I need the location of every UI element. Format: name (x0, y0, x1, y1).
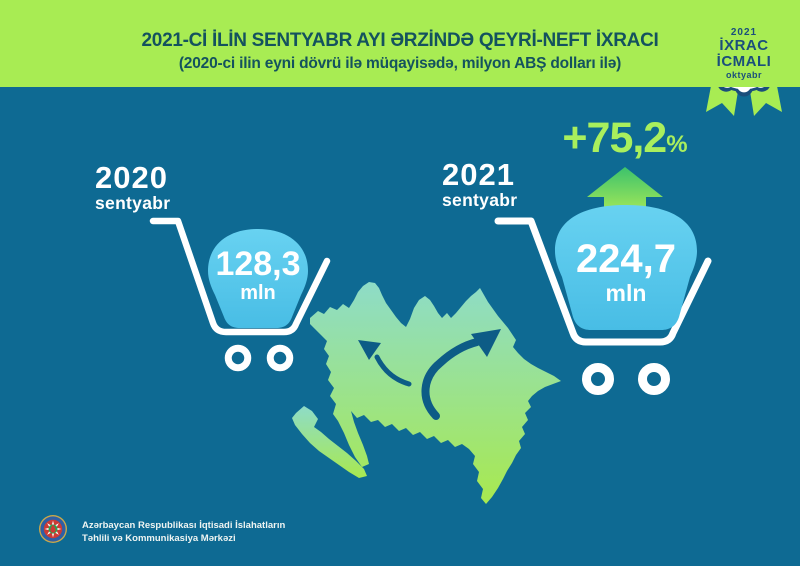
growth-value: +75,2 (562, 114, 667, 162)
cart-2020-bag (208, 229, 308, 328)
map-mainland (310, 282, 561, 504)
cart-2020-frame (149, 217, 331, 336)
footer-org-line2: Təhlili və Kommunikasiya Mərkəzi (82, 532, 236, 544)
value-2021-unit: mln (605, 280, 647, 306)
cart-2021-wheel-right (638, 363, 670, 395)
export-arrows-icon (358, 329, 501, 420)
value-2021: 224,7 mln (553, 238, 699, 306)
cart-2020-icon (149, 217, 331, 372)
footer-organization: Azərbaycan Respublikası İqtisadi İslahat… (82, 520, 285, 545)
value-2020: 128,3 mln (206, 246, 310, 304)
cart-2020-wheel-right (266, 344, 294, 372)
map-nakhchivan (292, 406, 367, 478)
month-2021: sentyabr (442, 190, 518, 210)
value-2020-amount: 128,3 (215, 245, 301, 283)
badge-month: oktyabr (725, 70, 762, 80)
azerbaijan-map (292, 282, 561, 504)
value-2021-amount: 224,7 (575, 237, 677, 281)
footer-org-line1: Azərbaycan Respublikası İqtisadi İslahat… (82, 520, 286, 531)
cart-2020-wheel-left (224, 344, 252, 372)
coat-of-arms-icon (39, 515, 67, 543)
growth-unit: % (666, 131, 688, 158)
value-2020-unit: mln (240, 282, 276, 304)
badge-label: 2021 İXRAC İCMALI oktyabr (702, 27, 786, 82)
header-band: 2021-Cİ İLİN SENTYABR AYI ƏRZİNDƏ QEYRİ-… (0, 0, 800, 87)
period-2021-label: 2021 sentyabr (442, 157, 518, 211)
cart-2021-wheel-left (582, 363, 614, 395)
year-2021: 2021 (442, 157, 515, 192)
cart-2021-frame (494, 217, 712, 346)
page-title: 2021-Cİ İLİN SENTYABR AYI ƏRZİNDƏ QEYRİ-… (141, 30, 659, 51)
cart-2021-icon (494, 205, 712, 395)
badge-title-line2: İCMALI (716, 53, 772, 70)
cart-2021-bag (555, 205, 697, 330)
badge-year: 2021 (730, 27, 758, 38)
growth-arrow-icon (587, 167, 663, 215)
month-2020: sentyabr (95, 193, 171, 213)
page-subtitle: (2020-ci ilin eyni dövrü ilə müqayisədə,… (178, 55, 622, 72)
growth-percent: +75,2% (550, 114, 700, 163)
year-2020: 2020 (95, 160, 168, 195)
badge-title-line1: İXRAC (719, 37, 769, 54)
period-2020-label: 2020 sentyabr (95, 160, 171, 214)
